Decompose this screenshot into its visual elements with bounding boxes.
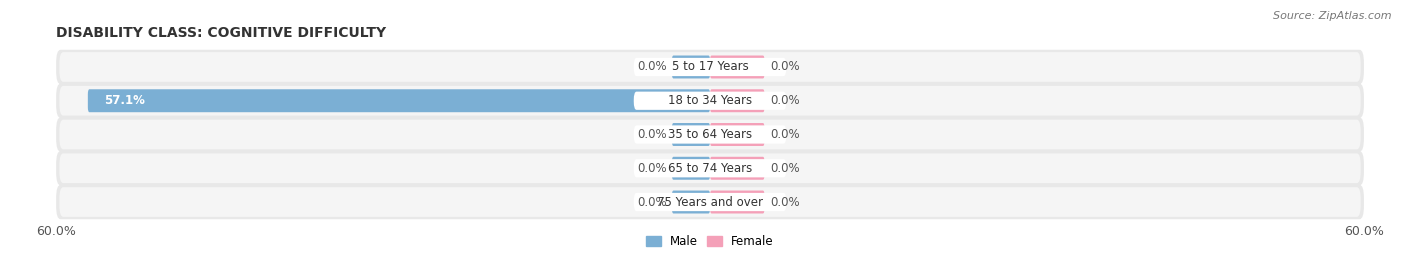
Text: 0.0%: 0.0% [770,128,800,141]
FancyBboxPatch shape [710,123,765,146]
Text: 0.0%: 0.0% [637,162,666,175]
FancyBboxPatch shape [634,125,786,144]
Text: 0.0%: 0.0% [637,128,666,141]
Text: 0.0%: 0.0% [637,196,666,208]
Text: Source: ZipAtlas.com: Source: ZipAtlas.com [1274,11,1392,21]
FancyBboxPatch shape [56,151,1364,185]
FancyBboxPatch shape [710,55,765,79]
FancyBboxPatch shape [710,89,765,112]
FancyBboxPatch shape [59,153,1361,183]
Text: 18 to 34 Years: 18 to 34 Years [668,94,752,107]
FancyBboxPatch shape [56,185,1364,219]
FancyBboxPatch shape [672,190,710,214]
Text: 75 Years and over: 75 Years and over [657,196,763,208]
FancyBboxPatch shape [59,120,1361,149]
Text: 65 to 74 Years: 65 to 74 Years [668,162,752,175]
Text: 0.0%: 0.0% [770,162,800,175]
Text: 35 to 64 Years: 35 to 64 Years [668,128,752,141]
FancyBboxPatch shape [710,157,765,180]
FancyBboxPatch shape [59,86,1361,116]
Text: 57.1%: 57.1% [104,94,145,107]
Legend: Male, Female: Male, Female [641,230,779,253]
FancyBboxPatch shape [634,58,786,76]
Text: 0.0%: 0.0% [770,94,800,107]
FancyBboxPatch shape [56,84,1364,118]
FancyBboxPatch shape [710,190,765,214]
FancyBboxPatch shape [87,89,710,112]
Text: DISABILITY CLASS: COGNITIVE DIFFICULTY: DISABILITY CLASS: COGNITIVE DIFFICULTY [56,26,387,40]
Text: 0.0%: 0.0% [770,61,800,73]
FancyBboxPatch shape [56,50,1364,84]
FancyBboxPatch shape [634,193,786,211]
FancyBboxPatch shape [672,123,710,146]
Text: 0.0%: 0.0% [770,196,800,208]
FancyBboxPatch shape [59,52,1361,82]
FancyBboxPatch shape [672,55,710,79]
FancyBboxPatch shape [59,187,1361,217]
FancyBboxPatch shape [672,157,710,180]
FancyBboxPatch shape [634,92,786,110]
Text: 5 to 17 Years: 5 to 17 Years [672,61,748,73]
FancyBboxPatch shape [56,117,1364,152]
FancyBboxPatch shape [634,159,786,177]
Text: 0.0%: 0.0% [637,61,666,73]
